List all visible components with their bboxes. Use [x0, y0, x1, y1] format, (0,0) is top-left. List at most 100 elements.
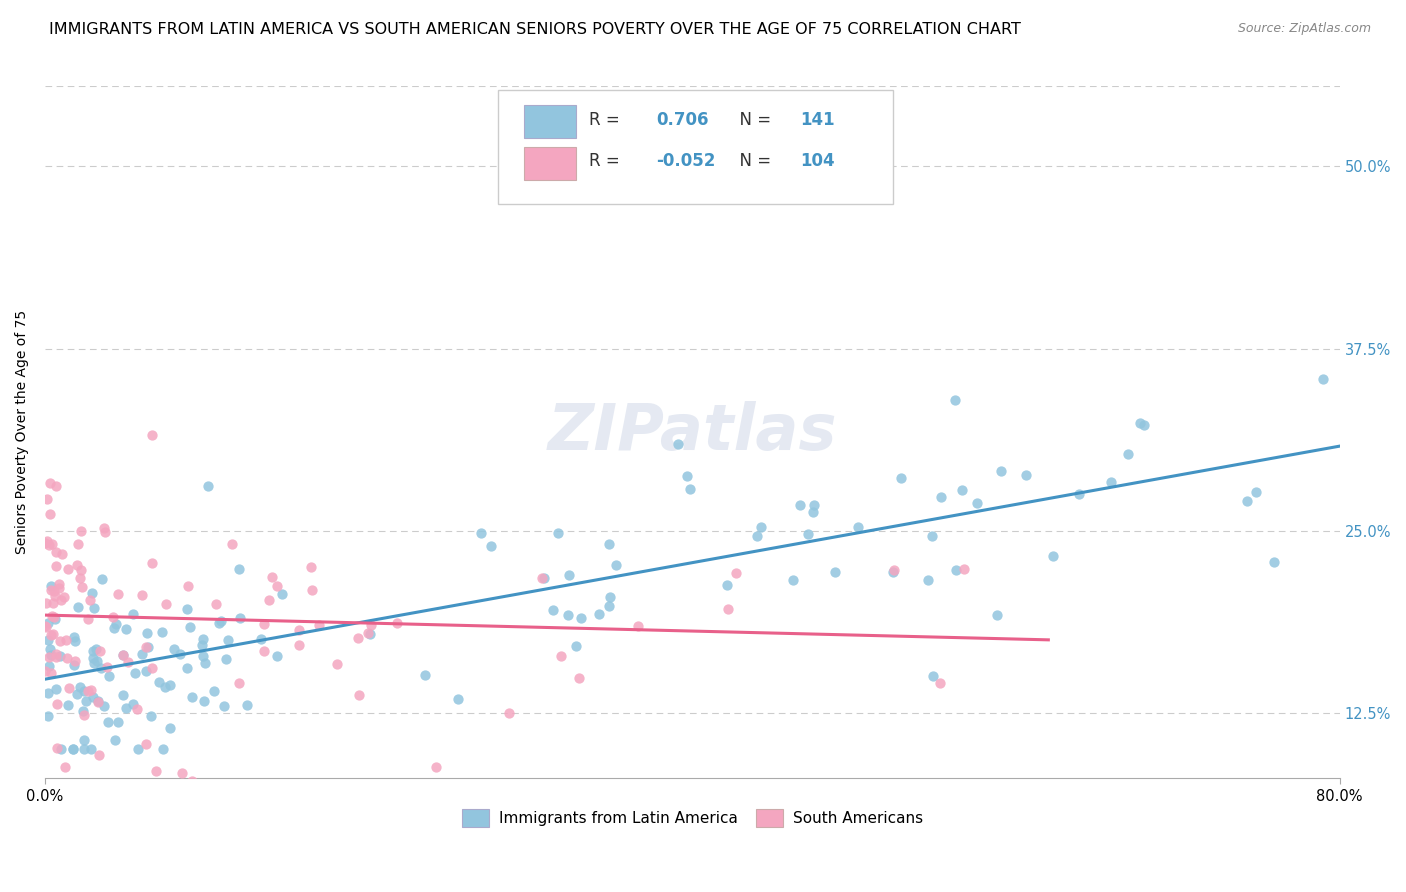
Point	[73, 708, 96, 723]
Point	[89, 747, 111, 762]
Point	[55, 632, 77, 647]
Point	[588, 607, 610, 621]
Point	[121, 698, 143, 712]
Point	[385, 616, 408, 631]
Point	[197, 479, 219, 493]
Point	[63, 634, 86, 648]
Point	[217, 633, 239, 648]
Point	[39, 476, 62, 491]
Point	[953, 562, 976, 576]
Point	[1015, 467, 1038, 482]
Point	[48, 577, 70, 591]
Text: N =: N =	[728, 111, 776, 128]
Text: -0.052: -0.052	[657, 152, 716, 170]
Point	[796, 527, 818, 541]
Point	[37, 632, 59, 647]
Point	[34, 536, 56, 550]
Point	[103, 621, 125, 635]
Point	[117, 656, 139, 670]
Point	[176, 602, 198, 616]
Point	[62, 741, 84, 756]
Point	[724, 566, 747, 580]
Point	[39, 628, 62, 642]
Point	[882, 566, 904, 580]
Point	[79, 592, 101, 607]
Point	[93, 524, 115, 539]
Point	[141, 556, 163, 570]
Point	[716, 578, 738, 592]
Point	[159, 678, 181, 692]
Point	[44, 612, 66, 626]
Point	[1042, 549, 1064, 564]
Point	[45, 479, 67, 493]
Point	[45, 647, 67, 661]
Point	[425, 760, 447, 774]
Point	[679, 483, 702, 497]
Point	[73, 733, 96, 747]
Point	[82, 644, 104, 658]
Text: Source: ZipAtlas.com: Source: ZipAtlas.com	[1237, 22, 1371, 36]
Point	[75, 693, 97, 707]
Point	[62, 742, 84, 756]
Text: N =: N =	[728, 152, 776, 170]
Point	[986, 608, 1008, 623]
Point	[150, 625, 173, 640]
Point	[56, 562, 79, 576]
Point	[45, 545, 67, 559]
Point	[801, 505, 824, 519]
Text: ZIPatlas: ZIPatlas	[547, 401, 837, 463]
Point	[824, 565, 846, 579]
Point	[45, 649, 67, 664]
Point	[45, 681, 67, 696]
Point	[360, 618, 382, 632]
Point	[789, 498, 811, 512]
Point	[288, 638, 311, 652]
Point	[70, 524, 93, 539]
Point	[235, 698, 257, 713]
Text: 104: 104	[800, 152, 834, 170]
Point	[56, 698, 79, 712]
Point	[945, 563, 967, 577]
Point	[347, 631, 370, 645]
Point	[359, 627, 381, 641]
Point	[37, 615, 59, 630]
Point	[96, 788, 118, 802]
Point	[46, 741, 69, 756]
Point	[550, 649, 572, 664]
Point	[214, 699, 236, 714]
Point	[153, 680, 176, 694]
Point	[181, 774, 204, 789]
Point	[846, 520, 869, 534]
Point	[77, 684, 100, 698]
Point	[202, 684, 225, 698]
Point	[357, 626, 380, 640]
Point	[55, 650, 77, 665]
Point	[38, 642, 60, 657]
Point	[782, 574, 804, 588]
Point	[135, 626, 157, 640]
Point	[93, 521, 115, 535]
Point	[929, 676, 952, 690]
Point	[69, 680, 91, 694]
Point	[1236, 494, 1258, 508]
Y-axis label: Seniors Poverty Over the Age of 75: Seniors Poverty Over the Age of 75	[15, 310, 30, 554]
Point	[111, 648, 134, 662]
Point	[1099, 475, 1122, 489]
Point	[42, 596, 65, 610]
Point	[51, 547, 73, 561]
Point	[558, 567, 581, 582]
Point	[38, 507, 60, 521]
Point	[62, 658, 84, 673]
Point	[70, 580, 93, 594]
Point	[751, 519, 773, 533]
Point	[82, 586, 104, 600]
Point	[86, 654, 108, 668]
Point	[83, 600, 105, 615]
Point	[209, 615, 232, 629]
Point	[34, 665, 56, 679]
Point	[193, 693, 215, 707]
Point	[479, 539, 502, 553]
Point	[1312, 372, 1334, 386]
Text: R =: R =	[589, 111, 624, 128]
FancyBboxPatch shape	[524, 105, 576, 138]
